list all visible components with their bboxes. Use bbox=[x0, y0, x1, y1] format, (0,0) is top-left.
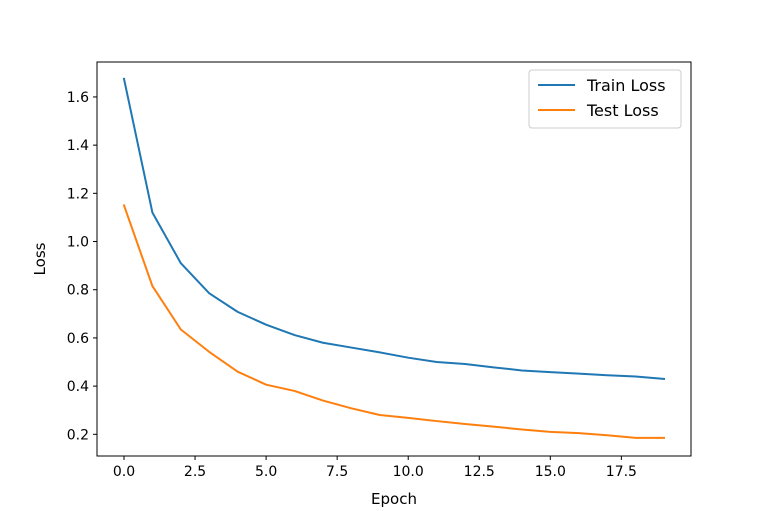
y-tick-label: 0.2 bbox=[67, 427, 89, 443]
x-tick-label: 15.0 bbox=[535, 464, 566, 480]
y-tick-label: 1.6 bbox=[67, 90, 89, 106]
legend: Train Loss Test Loss bbox=[528, 69, 682, 129]
x-tick-label: 2.5 bbox=[184, 464, 206, 480]
x-axis-label: Epoch bbox=[371, 490, 417, 508]
legend-label: Test Loss bbox=[586, 101, 659, 120]
x-tick-label: 0.0 bbox=[113, 464, 135, 480]
series-layer bbox=[122, 77, 666, 439]
y-tick-label: 0.6 bbox=[67, 331, 89, 347]
x-tick-label: 12.5 bbox=[464, 464, 495, 480]
y-tick-label: 1.0 bbox=[67, 235, 89, 251]
axes-frame bbox=[96, 61, 692, 457]
x-tick-label: 17.5 bbox=[606, 464, 637, 480]
y-axis-ticks: 0.2 0.4 0.6 0.8 1.0 1.2 1.4 1.6 bbox=[67, 90, 97, 443]
y-tick-label: 1.4 bbox=[67, 138, 89, 154]
y-axis-label: Loss bbox=[31, 242, 49, 275]
x-tick-label: 7.5 bbox=[326, 464, 348, 480]
legend-label: Train Loss bbox=[586, 76, 666, 95]
y-tick-label: 0.4 bbox=[67, 379, 89, 395]
y-tick-label: 0.8 bbox=[67, 283, 89, 299]
y-tick-label: 1.2 bbox=[67, 186, 89, 202]
x-tick-label: 5.0 bbox=[255, 464, 277, 480]
series-line-train-loss bbox=[122, 77, 666, 380]
x-tick-label: 10.0 bbox=[393, 464, 424, 480]
series-line-test-loss bbox=[122, 204, 665, 439]
x-axis-ticks: 0.0 2.5 5.0 7.5 10.0 12.5 15.0 17.5 bbox=[113, 456, 637, 480]
